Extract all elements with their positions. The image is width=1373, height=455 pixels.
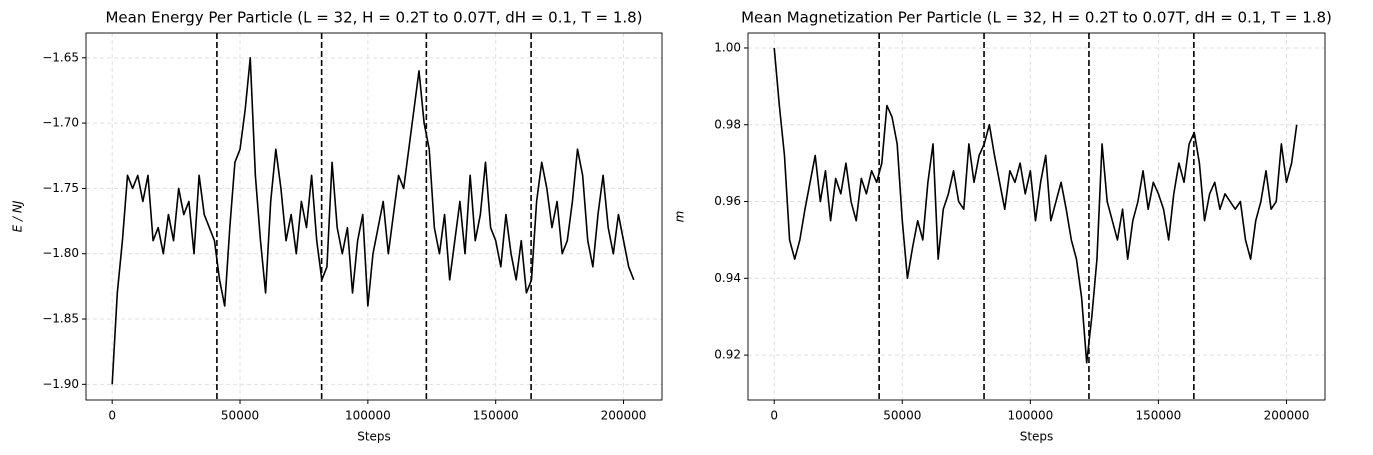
y-tick-label: 0.94	[714, 271, 741, 285]
y-tick-label: −1.85	[42, 312, 79, 326]
x-tick-label: 150000	[1136, 409, 1182, 423]
data-line	[111, 57, 635, 385]
x-tick-label: 0	[770, 409, 778, 423]
y-tick-label: 0.98	[714, 117, 741, 131]
chart-title: Mean Energy Per Particle (L = 32, H = 0.…	[105, 9, 642, 27]
x-axis-label: Steps	[1020, 430, 1054, 444]
axes-frame	[747, 32, 1326, 401]
axes-frame	[85, 32, 663, 401]
x-axis-label: Steps	[357, 430, 391, 444]
y-tick-label: −1.80	[42, 246, 79, 260]
y-tick-label: −1.70	[42, 116, 79, 130]
y-tick-label: 0.96	[714, 194, 741, 208]
x-tick-label: 0	[108, 409, 116, 423]
y-tick-label: −1.90	[42, 377, 79, 391]
x-tick-label: 50000	[221, 409, 259, 423]
x-tick-label: 150000	[473, 409, 519, 423]
y-tick-label: −1.65	[42, 50, 79, 64]
x-tick-label: 200000	[1264, 409, 1310, 423]
y-tick-label: 1.00	[714, 40, 741, 54]
chart-title: Mean Magnetization Per Particle (L = 32,…	[741, 9, 1332, 27]
y-tick-label: −1.75	[42, 181, 79, 195]
y-tick-label: 0.92	[714, 348, 741, 362]
y-axis-label: E / NJ	[11, 200, 25, 232]
y-axis-label: m	[673, 211, 687, 223]
x-tick-label: 200000	[601, 409, 647, 423]
x-tick-label: 50000	[883, 409, 921, 423]
data-line	[773, 47, 1298, 364]
x-tick-label: 100000	[1007, 409, 1053, 423]
x-tick-label: 100000	[345, 409, 391, 423]
